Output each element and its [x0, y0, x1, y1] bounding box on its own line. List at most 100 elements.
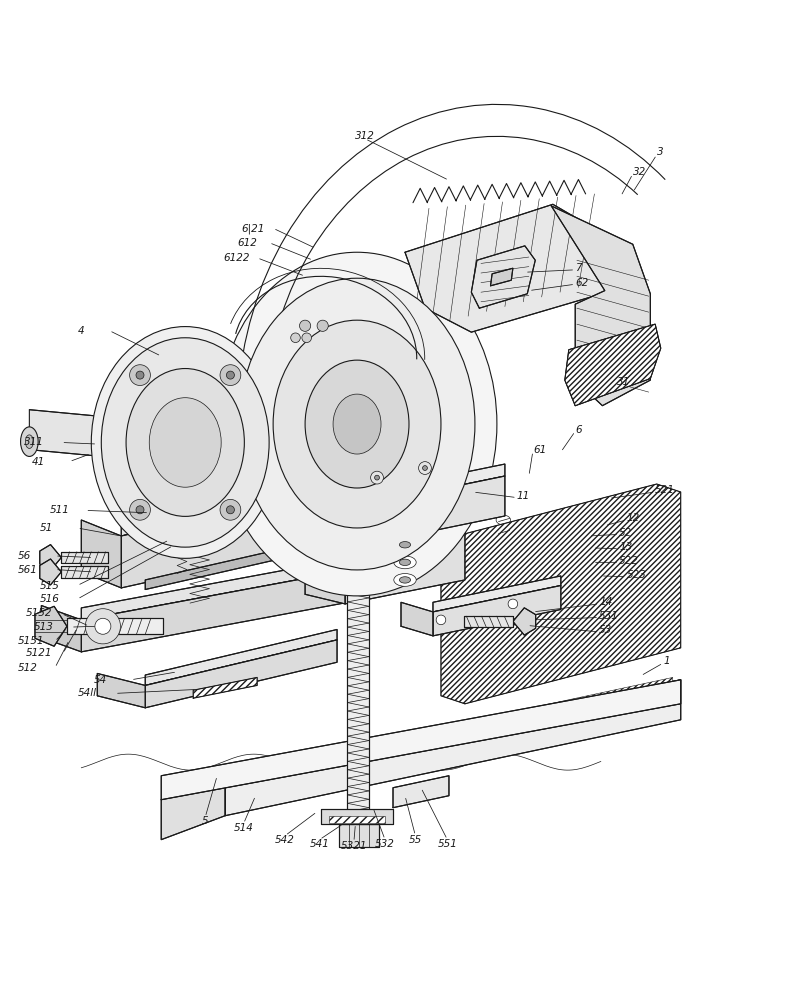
Text: 6: 6	[575, 425, 582, 435]
Text: 6|21: 6|21	[241, 223, 265, 234]
Polygon shape	[565, 324, 661, 406]
Text: 52: 52	[619, 528, 633, 538]
Polygon shape	[137, 506, 241, 536]
Ellipse shape	[394, 574, 416, 586]
Text: 541: 541	[310, 839, 330, 849]
Circle shape	[302, 333, 311, 343]
Polygon shape	[361, 506, 449, 532]
Circle shape	[226, 371, 234, 379]
Ellipse shape	[399, 577, 411, 583]
Text: 514: 514	[233, 823, 253, 833]
Polygon shape	[161, 680, 681, 800]
Text: 53: 53	[599, 625, 613, 635]
Polygon shape	[67, 618, 163, 634]
Ellipse shape	[333, 394, 381, 454]
Text: 5321: 5321	[341, 841, 367, 851]
Polygon shape	[405, 204, 607, 332]
Ellipse shape	[394, 556, 416, 569]
Polygon shape	[121, 468, 337, 536]
Circle shape	[85, 609, 120, 644]
Text: 523: 523	[626, 570, 646, 580]
Polygon shape	[551, 206, 650, 406]
Polygon shape	[305, 530, 345, 604]
Polygon shape	[97, 673, 145, 708]
Polygon shape	[30, 410, 157, 462]
Polygon shape	[349, 476, 505, 548]
Text: 61: 61	[533, 445, 546, 455]
Text: 54ll: 54ll	[77, 688, 96, 698]
Ellipse shape	[21, 427, 38, 456]
Text: 62: 62	[575, 278, 589, 288]
Text: 522: 522	[619, 556, 639, 566]
Circle shape	[290, 333, 300, 343]
Polygon shape	[513, 608, 536, 635]
Polygon shape	[161, 776, 225, 840]
Text: 516: 516	[40, 594, 59, 604]
Circle shape	[371, 471, 383, 484]
Polygon shape	[565, 324, 661, 406]
Polygon shape	[345, 516, 465, 604]
Text: 12: 12	[626, 513, 640, 523]
Circle shape	[136, 506, 144, 514]
Polygon shape	[349, 464, 505, 508]
Circle shape	[220, 499, 241, 520]
Ellipse shape	[394, 538, 416, 551]
Text: 5152: 5152	[26, 608, 52, 618]
Text: 7: 7	[575, 263, 582, 273]
Polygon shape	[145, 629, 337, 685]
Polygon shape	[345, 504, 465, 540]
Ellipse shape	[273, 320, 441, 528]
Circle shape	[136, 371, 144, 379]
Text: 5: 5	[202, 816, 209, 826]
Text: 532: 532	[375, 839, 395, 849]
Polygon shape	[472, 246, 535, 308]
Polygon shape	[287, 328, 317, 345]
Ellipse shape	[399, 559, 411, 566]
Polygon shape	[81, 568, 361, 652]
Text: 542: 542	[275, 835, 295, 845]
Polygon shape	[145, 540, 321, 590]
Ellipse shape	[305, 360, 409, 488]
Circle shape	[130, 365, 151, 385]
Text: 521: 521	[655, 485, 675, 495]
Polygon shape	[40, 559, 61, 585]
Ellipse shape	[26, 435, 34, 448]
Polygon shape	[81, 520, 121, 588]
Polygon shape	[193, 677, 257, 698]
Text: 612: 612	[237, 238, 257, 248]
Polygon shape	[61, 566, 108, 578]
Text: 312: 312	[355, 131, 375, 141]
Polygon shape	[297, 316, 333, 331]
Text: 512: 512	[18, 663, 37, 673]
Text: 551: 551	[437, 839, 457, 849]
Circle shape	[423, 466, 427, 470]
Polygon shape	[393, 776, 449, 808]
Ellipse shape	[101, 338, 269, 547]
Polygon shape	[81, 556, 361, 620]
Text: 513: 513	[34, 622, 53, 632]
Polygon shape	[40, 545, 61, 570]
Polygon shape	[42, 605, 81, 652]
Polygon shape	[347, 584, 369, 824]
Text: 561: 561	[18, 565, 37, 575]
Polygon shape	[121, 488, 337, 588]
Polygon shape	[35, 606, 67, 646]
Circle shape	[130, 499, 151, 520]
Polygon shape	[241, 677, 673, 776]
Circle shape	[436, 615, 446, 625]
Ellipse shape	[399, 542, 411, 548]
Ellipse shape	[217, 252, 497, 596]
Text: 515: 515	[40, 581, 59, 591]
Text: 311: 311	[24, 437, 43, 447]
Ellipse shape	[149, 398, 221, 487]
Text: 1: 1	[663, 656, 670, 666]
Polygon shape	[145, 640, 337, 708]
Text: 5151: 5151	[18, 636, 44, 646]
Ellipse shape	[184, 508, 194, 512]
Text: 13: 13	[619, 542, 633, 552]
Polygon shape	[321, 809, 393, 824]
Text: 55: 55	[409, 835, 422, 845]
Circle shape	[226, 506, 234, 514]
Text: 56: 56	[18, 551, 30, 561]
Text: 51: 51	[40, 523, 53, 533]
